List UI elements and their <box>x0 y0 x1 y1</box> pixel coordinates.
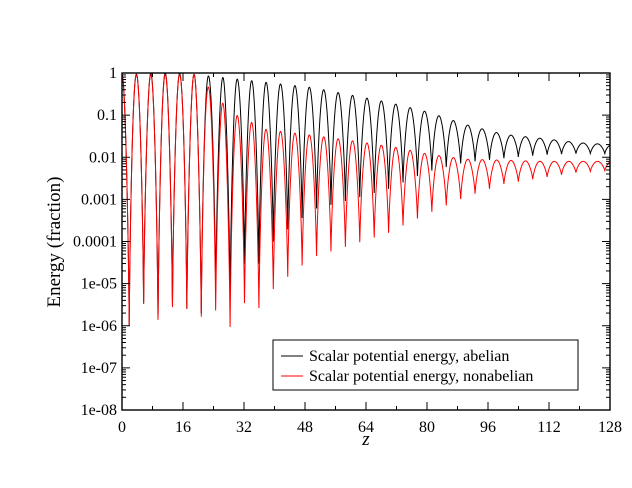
series-line-nonabelian <box>121 73 611 327</box>
y-tick-label: 1e-05 <box>81 276 117 293</box>
x-tick-label: 96 <box>480 419 496 436</box>
y-axis-label: Energy (fraction) <box>44 176 65 307</box>
legend-box <box>272 339 579 391</box>
labels-layer: 0 16 32 48 64 80 96 112 128 1e-08 1e-07 1e-06 1e-05 0… <box>73 65 622 436</box>
y-tick-label: 0.0001 <box>73 234 117 251</box>
y-tick-label: 1e-08 <box>81 402 117 419</box>
x-tick-label: 16 <box>175 419 191 436</box>
x-tick-label: 128 <box>598 419 622 436</box>
x-tick-label: 32 <box>236 419 252 436</box>
legend-label-abelian: Scalar potential energy, abelian <box>309 348 509 365</box>
x-tick-label: 0 <box>118 419 126 436</box>
y-tick-label: 0.001 <box>81 191 117 208</box>
x-tick-label: 64 <box>358 419 374 436</box>
y-tick-label: 0.01 <box>89 149 117 166</box>
legend: Scalar potential energy, abelian Scalar … <box>272 339 579 391</box>
series-layer <box>121 72 611 327</box>
legend-label-nonabelian: Scalar potential energy, nonabelian <box>309 368 533 385</box>
y-tick-label: 0.1 <box>97 107 117 124</box>
x-tick-label: 80 <box>419 419 435 436</box>
x-tick-label: 48 <box>297 419 313 436</box>
y-tick-label: 1 <box>109 65 117 82</box>
x-tick-label: 112 <box>537 419 560 436</box>
y-tick-label: 1e-07 <box>81 360 117 377</box>
x-axis-label: z <box>361 429 370 450</box>
y-tick-label: 1e-06 <box>81 318 117 335</box>
plot-frame <box>121 72 611 411</box>
